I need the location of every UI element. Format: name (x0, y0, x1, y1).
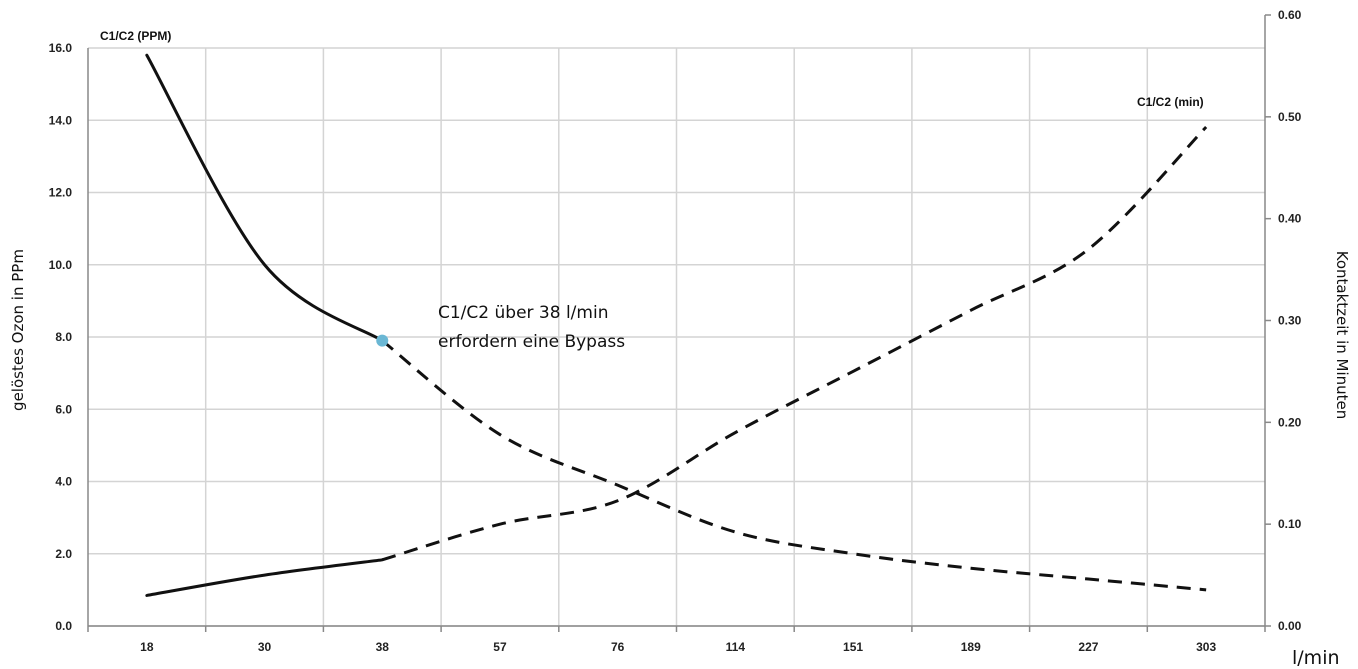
x-tick-label: 189 (961, 640, 981, 654)
left-y-tick-label: 4.0 (55, 475, 72, 489)
left-y-tick-label: 0.0 (55, 619, 72, 633)
x-tick-label: 151 (843, 640, 863, 654)
right-y-tick-label: 0.50 (1278, 110, 1302, 124)
right-y-tick-label: 0.20 (1278, 415, 1302, 429)
left-y-tick-label: 14.0 (49, 113, 73, 127)
left-y-ticks: 0.0 2.0 4.0 6.0 8.0 10.0 12.0 14.0 16.0 (49, 41, 73, 633)
right-y-axis-title: Kontaktzeit in Minuten (1333, 251, 1351, 420)
left-y-tick-label: 16.0 (49, 41, 73, 55)
left-y-tick-label: 6.0 (55, 402, 72, 416)
series-label-min: C1/C2 (min) (1137, 95, 1204, 109)
annotation-line-2: erfordern eine Bypass (438, 332, 625, 352)
right-y-tick-label: 0.60 (1278, 8, 1302, 22)
right-y-tick-label: 0.30 (1278, 314, 1302, 328)
series-label-ppm: C1/C2 (PPM) (100, 29, 171, 43)
annotation-marker (376, 334, 389, 347)
series-1-dashed-line (381, 125, 1208, 562)
x-axis-title: l/min (1292, 647, 1340, 669)
left-y-tick-label: 2.0 (55, 547, 72, 561)
series-0-solid-line (145, 53, 384, 343)
series-lines (145, 53, 1208, 597)
x-tick-label: 114 (726, 640, 746, 654)
series-0-dashed-line (381, 339, 1207, 592)
annotation-line-1: C1/C2 über 38 l/min (438, 303, 608, 323)
left-y-tick-label: 8.0 (55, 330, 72, 344)
right-y-tick-label: 0.00 (1278, 619, 1302, 633)
left-y-axis-title: gelöstes Ozon in PPm (9, 249, 27, 411)
x-tick-label: 30 (258, 640, 272, 654)
left-y-tick-label: 10.0 (49, 258, 73, 272)
left-y-tick-label: 12.0 (49, 186, 73, 200)
x-ticks: 18 30 38 57 76 114 151 189 227 303 (87, 626, 1266, 654)
right-y-tick-label: 0.40 (1278, 212, 1302, 226)
x-tick-label: 38 (376, 640, 390, 654)
x-tick-label: 76 (611, 640, 625, 654)
x-tick-label: 57 (493, 640, 507, 654)
x-tick-label: 227 (1078, 640, 1098, 654)
right-y-ticks: 0.00 0.10 0.20 0.30 0.40 0.50 0.60 (1265, 8, 1302, 633)
right-y-tick-label: 0.10 (1278, 517, 1302, 531)
grid (88, 47, 1265, 627)
x-tick-label: 303 (1196, 640, 1216, 654)
x-tick-label: 18 (140, 640, 154, 654)
series-1-solid-line (145, 558, 384, 597)
